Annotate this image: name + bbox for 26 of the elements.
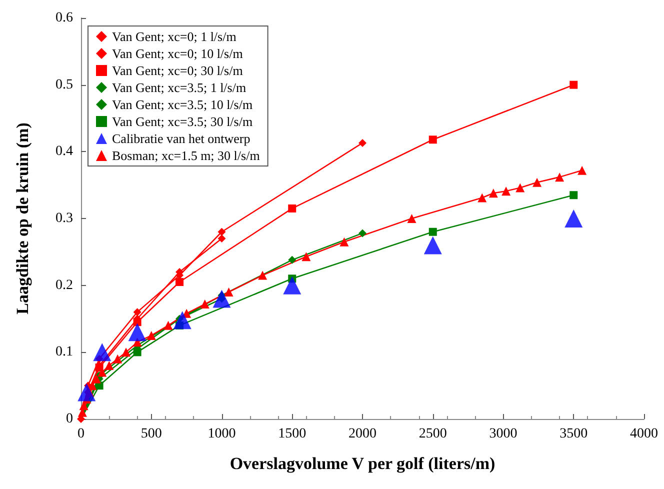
legend-label: Van Gent; xc=3.5; 30 l/s/m: [112, 114, 253, 129]
y-tick-label: 0.2: [56, 278, 73, 293]
x-tick-label: 4000: [630, 426, 658, 442]
y-tick-label: 0.3: [56, 211, 73, 226]
x-tick-label: 3000: [489, 426, 518, 442]
y-tick-label: 0.6: [56, 10, 73, 26]
legend-label: Calibratie van het ontwerp: [112, 131, 250, 146]
x-tick-label: 1500: [278, 426, 306, 442]
legend-label: Van Gent; xc=0; 30 l/s/m: [112, 63, 243, 78]
x-tick-label: 2500: [418, 426, 447, 442]
x-axis-title: Overslagvolume V per golf (liters/m): [230, 454, 496, 473]
y-axis-title: Laagdikte op de kruin (m): [13, 122, 32, 314]
x-tick-label: 1000: [208, 426, 236, 442]
x-tick-label: 0: [78, 426, 84, 442]
x-tick-label: 500: [140, 426, 162, 442]
y-tick-label: 0: [66, 412, 73, 426]
y-tick-label: 0.4: [56, 144, 73, 160]
x-tick-label: 3500: [560, 426, 588, 442]
legend-label: Van Gent; xc=3.5; 10 l/s/m: [112, 97, 253, 112]
legend-label: Bosman; xc=1.5 m; 30 l/s/m: [112, 148, 260, 163]
legend-label: Van Gent; xc=0; 1 l/s/m: [112, 29, 236, 44]
x-tick-label: 2000: [348, 426, 376, 442]
y-tick-label: 0.5: [56, 77, 73, 92]
legend-label: Van Gent; xc=0; 10 l/s/m: [112, 46, 243, 61]
legend-label: Van Gent; xc=3.5; 1 l/s/m: [112, 80, 246, 95]
y-tick-label: 0.1: [56, 344, 73, 360]
